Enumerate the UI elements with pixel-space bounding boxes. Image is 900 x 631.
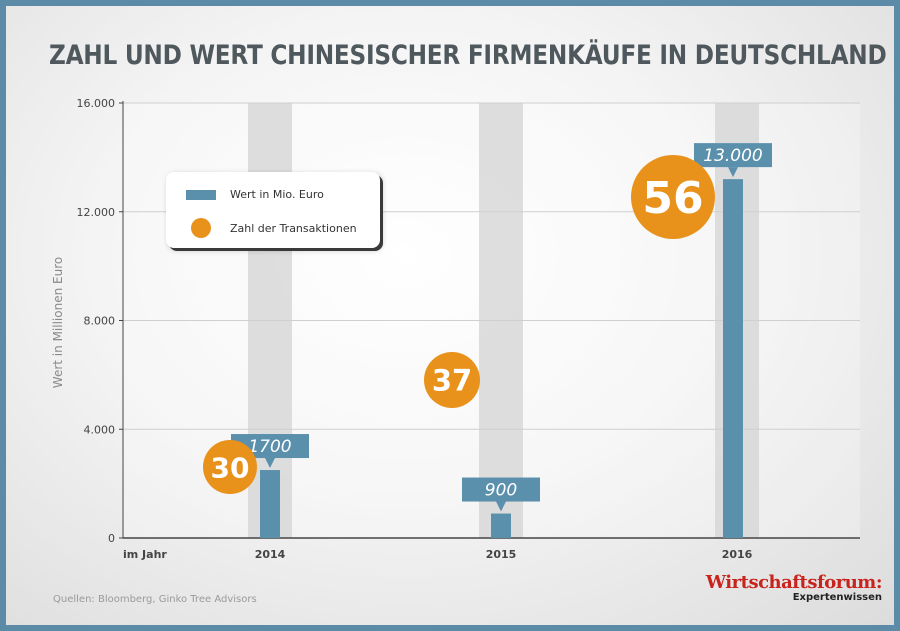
bubble-circle [424, 352, 480, 408]
y-tick-label: 4.000 [84, 423, 116, 436]
callout-box [462, 477, 540, 502]
source-note: Quellen: Bloomberg, Ginko Tree Advisors [53, 594, 257, 605]
value-callouts: 1700 900 13.000 [231, 143, 772, 512]
y-tick-label: 12.000 [77, 206, 116, 219]
bar-2014 [260, 470, 280, 538]
transaction-bubbles: 30 37 56 [203, 155, 715, 494]
x-axis-title: im Jahr [123, 548, 167, 561]
legend-bar-swatch [186, 189, 216, 200]
chart-title: ZAHL UND WERT CHINESISCHER FIRMENKÄUFE I… [49, 40, 887, 71]
bar-chart: 1700 900 13.000 30 37 56 0 4.000 8.000 12.000 16… [51, 97, 860, 561]
y-tick-label: 16.000 [77, 97, 116, 110]
bar-2015 [491, 513, 511, 538]
legend-item-value: Wert in Mio. Euro [186, 188, 324, 201]
axis-labels: 0 4.000 8.000 12.000 16.000 Wert in Millionen… [51, 97, 753, 561]
legend-label-count: Zahl der Transaktionen [230, 221, 357, 235]
bubble-label-2015: 37 [432, 364, 472, 398]
transaction-bubble-2014: 30 [203, 440, 257, 494]
bubble-label-2016: 56 [642, 173, 703, 224]
x-tick-label-2016: 2016 [722, 548, 753, 561]
value-label-2016: 13.000 [703, 146, 762, 166]
bubble-circle [631, 155, 715, 239]
transaction-bubble-2015: 37 [424, 352, 480, 408]
value-callout-2015: 900 [462, 477, 540, 512]
callout-pointer [265, 458, 275, 469]
callout-pointer [728, 167, 738, 178]
x-tick-label-2014: 2014 [255, 548, 286, 561]
legend-label-value: Wert in Mio. Euro [230, 188, 324, 201]
brand-logo: Wirtschaftsforum: Expertenwissen [705, 572, 883, 604]
brand-tagline: Expertenwissen [792, 592, 882, 603]
infographic-frame: ZAHL UND WERT CHINESISCHER FIRMENKÄUFE I… [6, 6, 894, 625]
legend-dot-swatch [191, 218, 211, 238]
brand-name: Wirtschaftsforum: [705, 572, 883, 593]
value-label-2014: 1700 [248, 437, 291, 457]
callout-pointer [496, 501, 506, 512]
bubble-label-2014: 30 [211, 451, 250, 484]
y-tick-label: 0 [108, 532, 115, 545]
legend: Wert in Mio. Euro Zahl der Transaktionen [166, 172, 380, 248]
value-callout-2016: 13.000 [694, 143, 772, 178]
legend-item-count: Zahl der Transaktionen [186, 218, 357, 238]
value-bars [260, 179, 743, 538]
bar-2016 [723, 179, 743, 538]
bubble-circle [203, 440, 257, 494]
y-tick-label: 8.000 [84, 315, 116, 328]
callout-box [694, 143, 772, 168]
transaction-bubble-2016: 56 [631, 155, 715, 239]
value-label-2015: 900 [485, 481, 517, 501]
y-axis-title: Wert in Millionen Euro [51, 257, 65, 388]
x-tick-label-2015: 2015 [486, 548, 517, 561]
